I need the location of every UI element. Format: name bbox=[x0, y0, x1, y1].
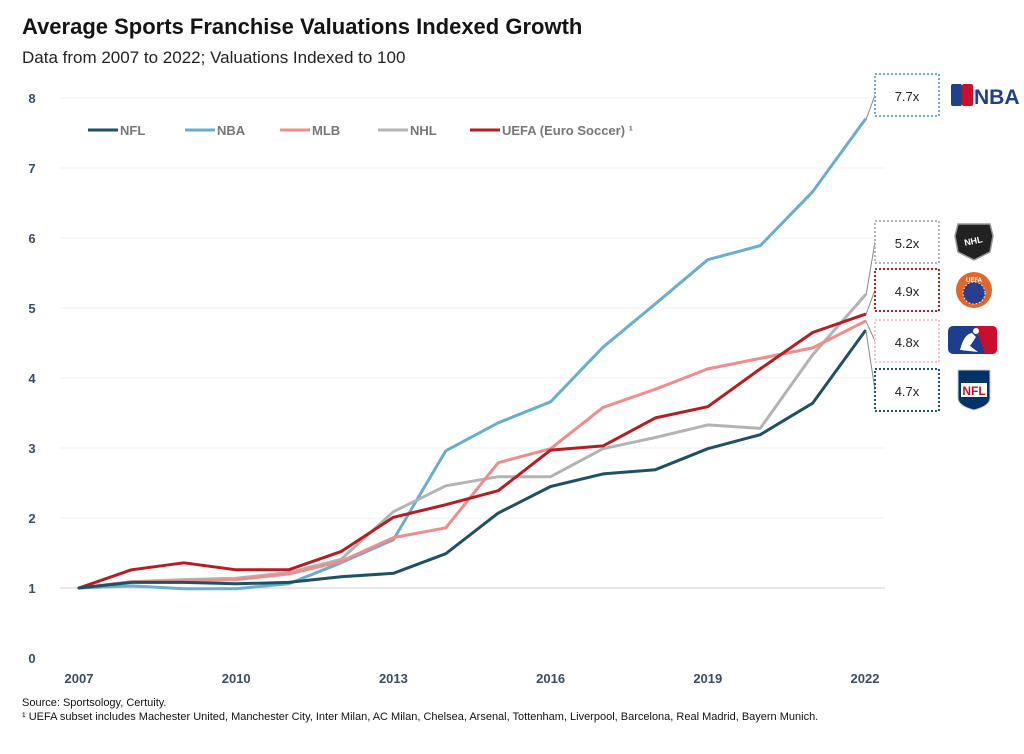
callout-leader bbox=[865, 289, 876, 315]
x-tick-label: 2019 bbox=[693, 671, 722, 686]
chart-title: Average Sports Franchise Valuations Inde… bbox=[22, 14, 583, 39]
x-tick-label: 2022 bbox=[851, 671, 880, 686]
series-line-nhl bbox=[77, 293, 867, 590]
legend-label: MLB bbox=[312, 123, 340, 138]
callout-label: 4.7x bbox=[895, 384, 920, 399]
callout-label: 4.9x bbox=[895, 284, 920, 299]
uefa-logo: UEFA bbox=[956, 272, 992, 308]
grid-lines bbox=[60, 97, 885, 589]
callouts: 7.7x 5.2x 4.9x 4.8x 4.7x bbox=[865, 73, 940, 412]
axes: 0 1 2 3 4 5 6 7 8 2007 2010 2013 2016 2019 2022 bbox=[28, 91, 879, 686]
y-tick-label: 3 bbox=[28, 441, 35, 456]
callout-leader bbox=[865, 241, 876, 296]
callout-leader bbox=[865, 331, 876, 391]
series-line-nfl bbox=[77, 329, 867, 590]
callout-leader bbox=[865, 321, 876, 342]
source-note: Source: Sportsology, Certuity. bbox=[22, 697, 167, 709]
logos: NBA NHL UEFA NFL bbox=[948, 84, 1020, 411]
y-tick-label: 7 bbox=[28, 161, 35, 176]
x-tick-label: 2013 bbox=[379, 671, 408, 686]
series-line-nba bbox=[77, 118, 867, 591]
svg-text:NHL: NHL bbox=[963, 234, 984, 248]
svg-text:NFL: NFL bbox=[962, 384, 985, 398]
x-tick-label: 2016 bbox=[536, 671, 565, 686]
chart-subtitle: Data from 2007 to 2022; Valuations Index… bbox=[22, 48, 406, 67]
x-tick-label: 2007 bbox=[65, 671, 94, 686]
legend-label: NBA bbox=[217, 123, 246, 138]
callout-label: 4.8x bbox=[895, 335, 920, 350]
svg-text:UEFA: UEFA bbox=[966, 278, 983, 284]
y-tick-label: 0 bbox=[28, 651, 35, 666]
y-tick-label: 4 bbox=[28, 371, 36, 386]
nba-logo: NBA bbox=[951, 84, 1020, 109]
legend-label: NFL bbox=[120, 123, 145, 138]
y-tick-label: 1 bbox=[28, 581, 35, 596]
nfl-logo: NFL bbox=[957, 369, 991, 411]
callout-label: 5.2x bbox=[895, 236, 920, 251]
callout-box bbox=[874, 73, 940, 117]
y-tick-label: 2 bbox=[28, 511, 35, 526]
legend: NFL NBA MLB NHL UEFA (Euro Soccer) ¹ bbox=[88, 123, 633, 138]
svg-text:NBA: NBA bbox=[974, 86, 1020, 109]
x-tick-label: 2010 bbox=[222, 671, 251, 686]
y-tick-label: 6 bbox=[28, 231, 35, 246]
legend-label: UEFA (Euro Soccer) ¹ bbox=[502, 123, 633, 138]
callout-leader bbox=[865, 94, 876, 120]
series-lines bbox=[77, 118, 867, 591]
callout-box bbox=[874, 319, 940, 363]
callout-label: 7.7x bbox=[895, 89, 920, 104]
callout-box bbox=[874, 368, 940, 412]
mlb-logo bbox=[948, 326, 997, 354]
y-tick-label: 8 bbox=[28, 91, 35, 106]
series-line-uefa bbox=[77, 312, 867, 590]
nhl-logo: NHL bbox=[954, 223, 994, 261]
callout-box bbox=[874, 220, 940, 264]
legend-label: NHL bbox=[410, 123, 437, 138]
footnote: ¹ UEFA subset includes Machester United,… bbox=[22, 711, 819, 723]
callout-box bbox=[874, 268, 940, 312]
series-line-mlb bbox=[77, 319, 867, 590]
y-tick-label: 5 bbox=[28, 301, 35, 316]
